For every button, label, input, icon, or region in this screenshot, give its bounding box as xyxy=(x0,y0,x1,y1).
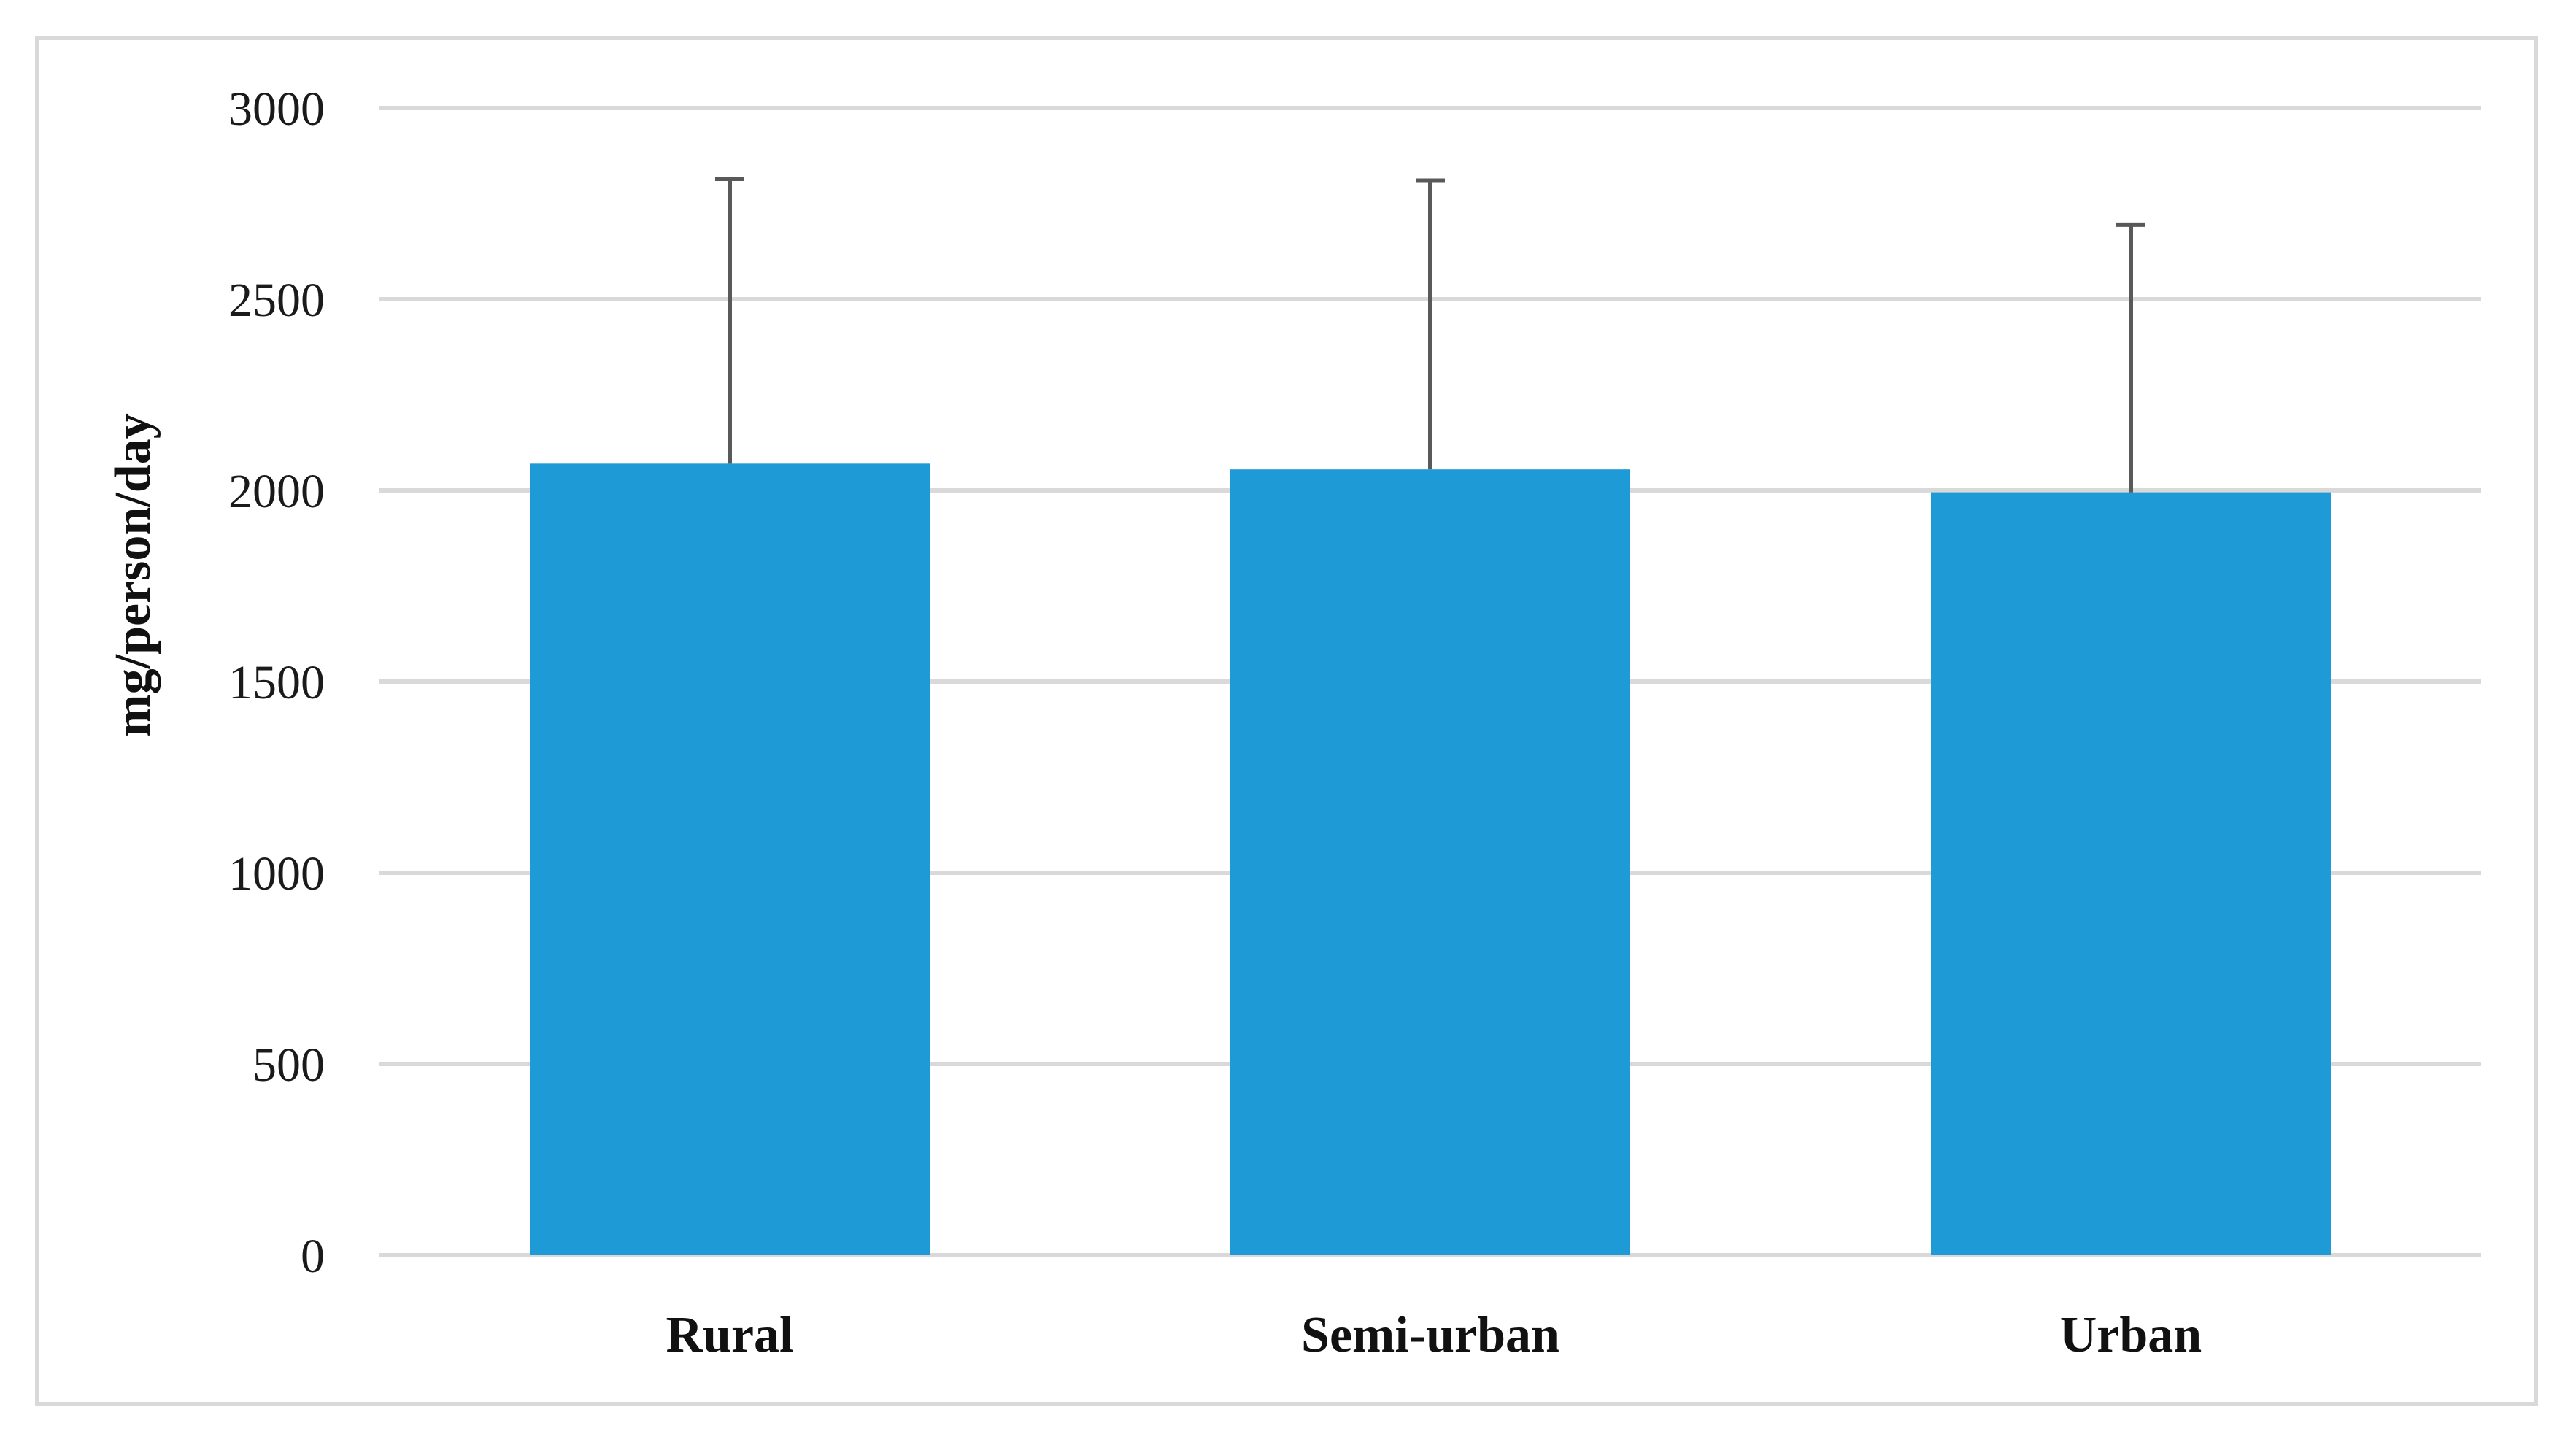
y-tick-label: 500 xyxy=(252,1038,325,1092)
x-category-label: Rural xyxy=(666,1307,794,1363)
x-category-label: Urban xyxy=(2060,1307,2202,1363)
y-tick-label: 2000 xyxy=(228,465,325,518)
y-tick-label: 1500 xyxy=(228,656,325,709)
error-bars xyxy=(715,176,2145,493)
bars xyxy=(530,463,2331,1256)
bar-urban xyxy=(1931,492,2331,1255)
y-tick-label: 3000 xyxy=(228,82,325,136)
bar-rural xyxy=(530,463,930,1255)
bar-semi-urban xyxy=(1230,469,1630,1256)
x-category-label: Semi-urban xyxy=(1301,1307,1559,1363)
y-tick-label: 2500 xyxy=(228,274,325,327)
x-axis-category-labels: Rural Semi-urban Urban xyxy=(666,1307,2202,1363)
y-axis-tick-labels: 0 500 1000 1500 2000 2500 3000 xyxy=(228,82,325,1283)
y-tick-label: 0 xyxy=(301,1230,325,1283)
y-tick-label: 1000 xyxy=(228,847,325,901)
y-axis-title: mg/person/day xyxy=(105,413,161,736)
